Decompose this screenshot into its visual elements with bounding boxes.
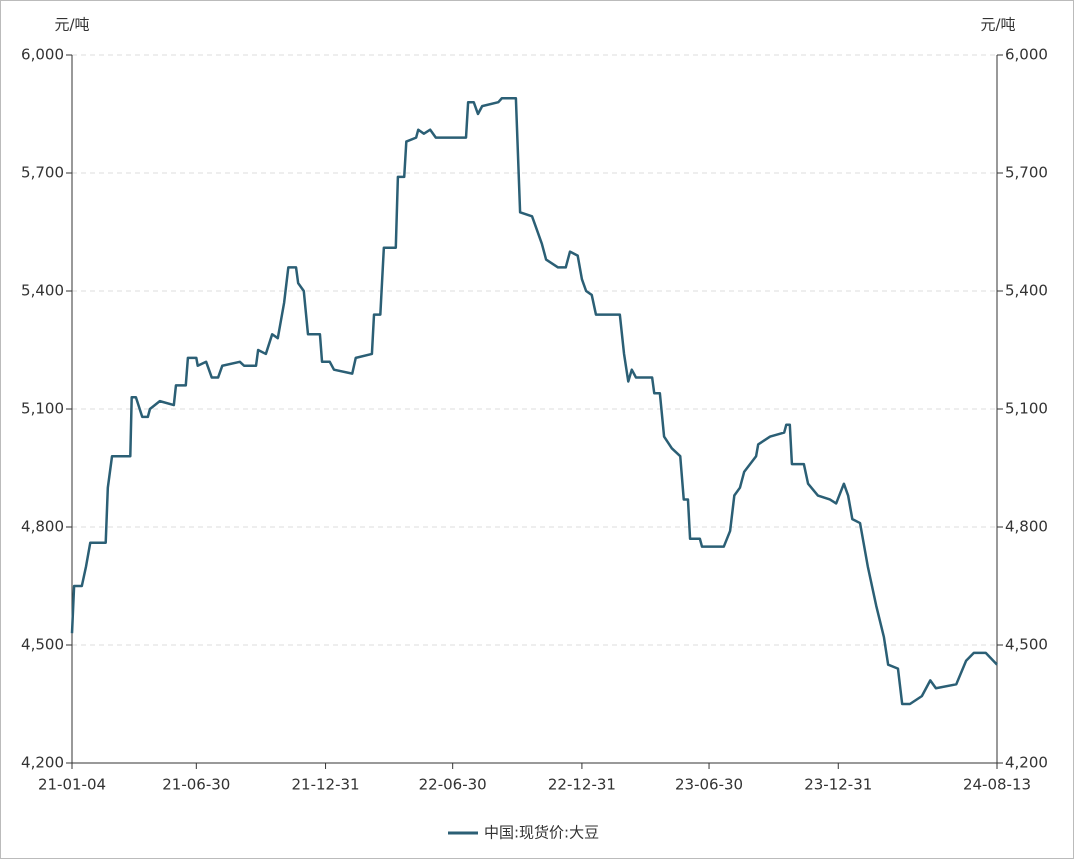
y-axis-unit: 元/吨 — [54, 16, 89, 34]
x-tick-label: 21-01-04 — [38, 776, 106, 794]
y2-tick-label: 4,800 — [1005, 518, 1048, 536]
y2-tick-label: 5,100 — [1005, 400, 1048, 418]
y2-tick-label: 6,000 — [1005, 46, 1048, 64]
x-tick-label: 23-12-31 — [804, 776, 872, 794]
x-tick-label: 21-06-30 — [162, 776, 230, 794]
y2-tick-label: 5,700 — [1005, 164, 1048, 182]
x-tick-label: 23-06-30 — [675, 776, 743, 794]
legend-label: 中国:现货价:大豆 — [484, 824, 599, 842]
x-tick-label: 21-12-31 — [292, 776, 360, 794]
y-tick-label: 4,200 — [21, 754, 64, 772]
y-tick-label: 5,400 — [21, 282, 64, 300]
y-tick-label: 4,500 — [21, 636, 64, 654]
data-line — [70, 97, 998, 706]
y-tick-label: 5,100 — [21, 400, 64, 418]
x-tick-label: 24-08-13 — [963, 776, 1031, 794]
y-tick-label: 4,800 — [21, 518, 64, 536]
x-tick-label: 22-12-31 — [548, 776, 616, 794]
y2-tick-label: 5,400 — [1005, 282, 1048, 300]
y-tick-label: 5,700 — [21, 164, 64, 182]
y-tick-label: 6,000 — [21, 46, 64, 64]
x-tick-label: 22-06-30 — [419, 776, 487, 794]
y2-tick-label: 4,500 — [1005, 636, 1048, 654]
y2-axis-unit: 元/吨 — [980, 16, 1015, 34]
y2-tick-label: 4,200 — [1005, 754, 1048, 772]
